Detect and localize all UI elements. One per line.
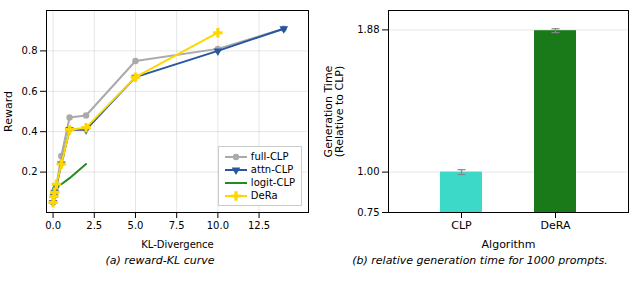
svg-text:0.6: 0.6 bbox=[22, 86, 38, 97]
svg-text:0.0: 0.0 bbox=[45, 220, 61, 231]
svg-text:7.5: 7.5 bbox=[169, 220, 185, 231]
html-text:full-CLP: full-CLP bbox=[250, 151, 289, 162]
html-text:logit-CLP: logit-CLP bbox=[250, 177, 295, 188]
svg-text:0.8: 0.8 bbox=[22, 45, 38, 56]
svg-text:1.00: 1.00 bbox=[357, 166, 379, 177]
svg-text:Reward: Reward bbox=[2, 91, 15, 132]
svg-text:1.88: 1.88 bbox=[357, 24, 379, 35]
svg-text:0.75: 0.75 bbox=[357, 207, 379, 218]
svg-text:KL-Divergence: KL-Divergence bbox=[141, 239, 214, 250]
html-text:attn-CLP: attn-CLP bbox=[250, 164, 294, 175]
svg-text:5.0: 5.0 bbox=[128, 220, 144, 231]
html-text:DeRa: DeRa bbox=[250, 190, 278, 201]
html-text:(a) reward-KL curve: (a) reward-KL curve bbox=[105, 254, 215, 267]
html-text:(b) relative generation time f: (b) relative generation time for 1000 pr… bbox=[352, 254, 608, 267]
svg-text:0.4: 0.4 bbox=[22, 126, 38, 137]
svg-text:12.5: 12.5 bbox=[248, 220, 270, 231]
svg-text:2.5: 2.5 bbox=[86, 220, 102, 231]
svg-text:DeRA: DeRA bbox=[541, 219, 571, 232]
svg-text:Generation Time(Relative to CL: Generation Time(Relative to CLP) bbox=[322, 65, 346, 157]
svg-text:10.0: 10.0 bbox=[207, 220, 229, 231]
svg-text:CLP: CLP bbox=[451, 219, 472, 232]
svg-text:0.2: 0.2 bbox=[22, 166, 38, 177]
svg-text:Algorithm: Algorithm bbox=[482, 238, 536, 251]
